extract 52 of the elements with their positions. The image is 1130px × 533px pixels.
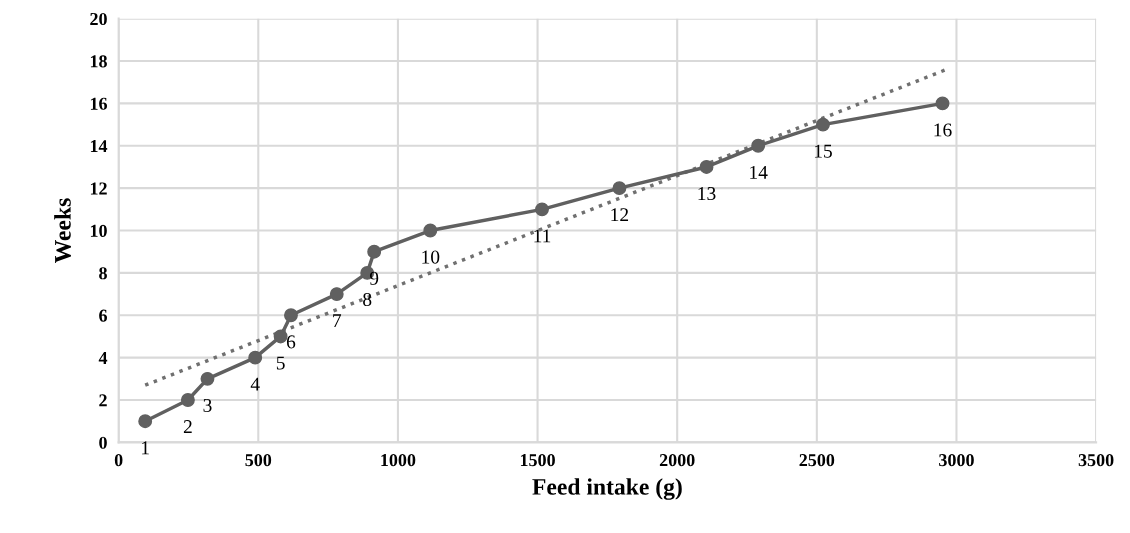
y-tick-label: 2 [99, 394, 107, 407]
y-tick-label: 8 [99, 267, 107, 280]
data-label: 5 [276, 356, 285, 370]
x-tick-label: 3000 [939, 454, 974, 467]
x-tick-label: 1500 [520, 454, 555, 467]
point [535, 202, 549, 217]
y-tick-label: 4 [98, 352, 108, 364]
y-tick-label: 14 [90, 140, 108, 153]
data-label: 10 [422, 250, 440, 264]
point [138, 414, 153, 429]
data-label: 4 [250, 377, 260, 391]
point [935, 96, 950, 111]
data-label: 12 [611, 208, 629, 222]
y-tick-label: 18 [90, 55, 107, 68]
point [423, 223, 438, 238]
data-label: 6 [286, 335, 296, 349]
point [816, 117, 830, 132]
data-label: 2 [183, 420, 192, 433]
y-axis-title: Weeks [54, 198, 71, 263]
x-tick-label: 2500 [799, 454, 835, 467]
point [273, 329, 288, 344]
data-label: 8 [363, 292, 372, 307]
x-axis-title: Feed intake (g) [532, 478, 682, 500]
data-label: 14 [750, 165, 768, 179]
x-tick-label: 2000 [659, 454, 695, 467]
y-tick-label: 6 [99, 309, 108, 322]
x-tick-label: 0 [114, 454, 123, 467]
point [329, 287, 344, 302]
y-tick-label: 16 [90, 97, 108, 110]
y-tick-label: 12 [90, 182, 107, 195]
point [200, 371, 215, 386]
point [248, 350, 263, 365]
y-tick-label: 10 [90, 224, 107, 237]
point [699, 160, 714, 174]
x-tick-label: 1000 [381, 454, 416, 467]
point [284, 308, 298, 323]
data-label: 1 [142, 441, 149, 455]
data-label: 16 [934, 123, 952, 137]
data-label: 13 [698, 187, 716, 201]
y-tick-label: 20 [90, 12, 107, 26]
data-label: 15 [814, 144, 832, 158]
data-label: 3 [203, 398, 212, 412]
y-tick-label: 0 [99, 436, 107, 449]
data-label: 9 [369, 271, 379, 285]
point [180, 393, 195, 407]
point [367, 244, 382, 259]
point [751, 138, 766, 153]
x-tick-label: 500 [245, 454, 272, 467]
x-tick-label: 3500 [1078, 454, 1114, 467]
data-label: 11 [534, 229, 551, 243]
point [612, 181, 627, 196]
data-label: 7 [333, 314, 342, 328]
